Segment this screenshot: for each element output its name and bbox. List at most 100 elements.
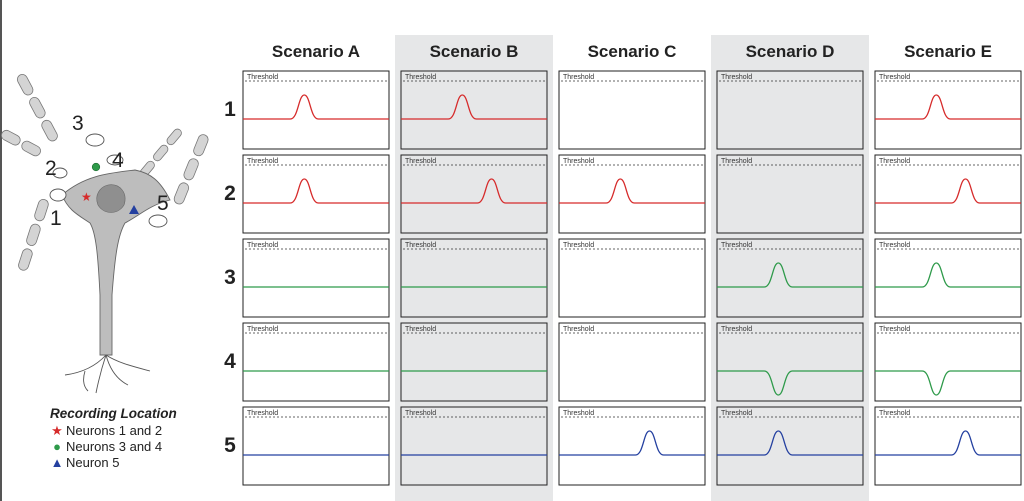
row-label: 1 bbox=[224, 98, 236, 121]
threshold-label: Threshold bbox=[405, 410, 436, 417]
row-label: 4 bbox=[224, 350, 236, 373]
threshold-label: Threshold bbox=[563, 158, 594, 165]
trace-panel bbox=[242, 154, 390, 234]
scenario-header: Scenario D bbox=[746, 42, 835, 61]
neuron-label-5: 5 bbox=[157, 192, 169, 215]
membrane-trace bbox=[875, 178, 1021, 204]
trace-panel bbox=[558, 406, 706, 486]
synapses bbox=[49, 133, 168, 228]
trace-panel bbox=[874, 70, 1022, 150]
membrane-trace bbox=[875, 430, 1021, 456]
trace-panel bbox=[874, 322, 1022, 402]
threshold-label: Threshold bbox=[247, 158, 278, 165]
membrane-trace bbox=[875, 262, 1021, 288]
scenario-header: Scenario C bbox=[588, 42, 677, 61]
axon-terminals bbox=[64, 354, 151, 394]
threshold-label: Threshold bbox=[247, 410, 278, 417]
threshold-label: Threshold bbox=[879, 326, 910, 333]
threshold-label: Threshold bbox=[563, 326, 594, 333]
legend-item-neuron-5: ▲ Neuron 5 bbox=[50, 455, 177, 471]
trace-panel bbox=[874, 238, 1022, 318]
trace-panel bbox=[400, 154, 548, 234]
membrane-trace bbox=[717, 262, 863, 288]
trace-panel bbox=[716, 406, 864, 486]
threshold-label: Threshold bbox=[405, 74, 436, 81]
membrane-trace bbox=[875, 94, 1021, 120]
threshold-label: Threshold bbox=[247, 74, 278, 81]
threshold-label: Threshold bbox=[563, 74, 594, 81]
membrane-trace bbox=[559, 178, 705, 204]
neuron-label-4: 4 bbox=[112, 149, 124, 172]
trace-panel bbox=[242, 70, 390, 150]
threshold-label: Threshold bbox=[247, 242, 278, 249]
trace-panel bbox=[242, 322, 390, 402]
membrane-trace bbox=[401, 94, 547, 120]
membrane-trace bbox=[875, 370, 1021, 396]
left-border bbox=[0, 0, 2, 501]
trace-panel bbox=[716, 238, 864, 318]
threshold-label: Threshold bbox=[879, 158, 910, 165]
scenario-header: Scenario E bbox=[904, 42, 992, 61]
threshold-label: Threshold bbox=[563, 410, 594, 417]
trace-panel bbox=[874, 406, 1022, 486]
trace-panel bbox=[874, 154, 1022, 234]
threshold-label: Threshold bbox=[721, 158, 752, 165]
star-icon: ★ bbox=[81, 190, 92, 204]
membrane-trace bbox=[401, 178, 547, 204]
legend: Recording Location ★ Neurons 1 and 2 ● N… bbox=[50, 406, 177, 471]
neuron-diagram: ★ 1 2 3 4 5 bbox=[1, 74, 209, 394]
threshold-label: Threshold bbox=[879, 74, 910, 81]
legend-label: Neurons 3 and 4 bbox=[66, 439, 163, 454]
scenario-header: Scenario B bbox=[430, 42, 519, 61]
circle-icon bbox=[91, 162, 101, 172]
nucleus bbox=[96, 184, 126, 213]
legend-item-neurons-1-2: ★ Neurons 1 and 2 bbox=[50, 423, 177, 439]
membrane-trace bbox=[717, 370, 863, 396]
circle-icon: ● bbox=[53, 439, 61, 454]
row-label: 2 bbox=[224, 182, 236, 205]
neuron-label-1: 1 bbox=[50, 207, 62, 230]
threshold-label: Threshold bbox=[721, 74, 752, 81]
threshold-label: Threshold bbox=[879, 410, 910, 417]
threshold-label: Threshold bbox=[721, 326, 752, 333]
trace-panel bbox=[400, 70, 548, 150]
threshold-label: Threshold bbox=[405, 242, 436, 249]
trace-panel bbox=[242, 406, 390, 486]
neuron-label-3: 3 bbox=[72, 112, 84, 135]
triangle-icon: ▲ bbox=[50, 455, 64, 470]
row-label: 5 bbox=[224, 434, 236, 457]
trace-panel bbox=[242, 238, 390, 318]
trace-panel bbox=[400, 322, 548, 402]
trace-panel bbox=[558, 70, 706, 150]
trace-panel bbox=[558, 322, 706, 402]
legend-label: Neuron 5 bbox=[66, 455, 120, 470]
star-icon: ★ bbox=[51, 423, 63, 438]
trace-panel bbox=[716, 70, 864, 150]
threshold-label: Threshold bbox=[405, 326, 436, 333]
threshold-label: Threshold bbox=[721, 410, 752, 417]
trace-panel bbox=[716, 322, 864, 402]
legend-label: Neurons 1 and 2 bbox=[66, 423, 163, 438]
postsynaptic-neuron bbox=[61, 169, 171, 356]
legend-title: Recording Location bbox=[50, 406, 177, 421]
triangle-icon bbox=[129, 205, 139, 214]
membrane-trace bbox=[559, 430, 705, 456]
membrane-trace bbox=[243, 178, 389, 204]
threshold-label: Threshold bbox=[247, 326, 278, 333]
row-label: 3 bbox=[224, 266, 236, 289]
trace-panel bbox=[558, 154, 706, 234]
trace-panel bbox=[558, 238, 706, 318]
trace-panel bbox=[400, 406, 548, 486]
presynaptic-axons bbox=[1, 74, 209, 271]
membrane-trace bbox=[243, 94, 389, 120]
threshold-label: Threshold bbox=[879, 242, 910, 249]
neuron-label-2: 2 bbox=[45, 157, 57, 180]
trace-panel bbox=[400, 238, 548, 318]
threshold-label: Threshold bbox=[405, 158, 436, 165]
threshold-label: Threshold bbox=[721, 242, 752, 249]
scenario-header: Scenario A bbox=[272, 42, 360, 61]
trace-panel bbox=[716, 154, 864, 234]
threshold-label: Threshold bbox=[563, 242, 594, 249]
legend-item-neurons-3-4: ● Neurons 3 and 4 bbox=[50, 439, 177, 455]
